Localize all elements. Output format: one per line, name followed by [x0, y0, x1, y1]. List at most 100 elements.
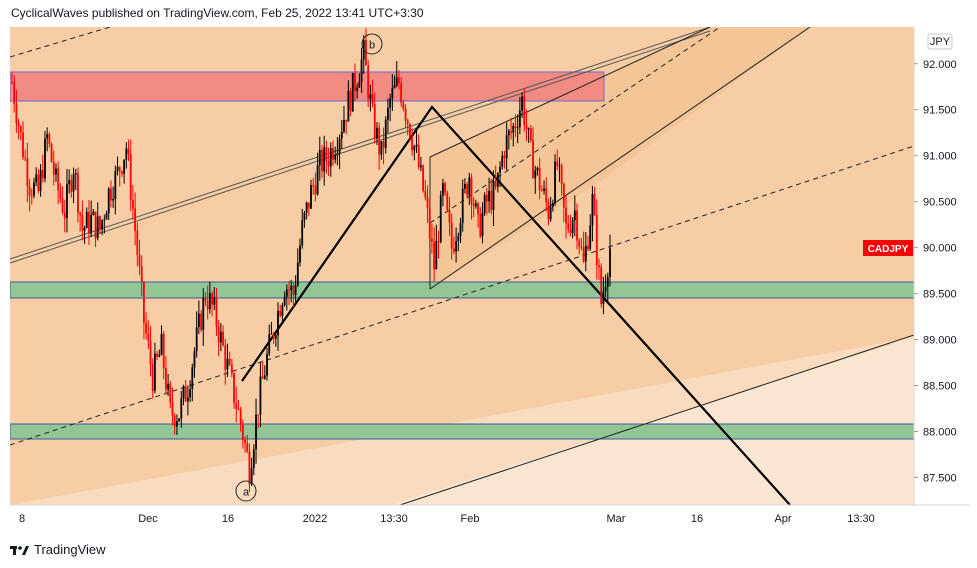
- candle-body: [510, 131, 512, 133]
- candle-body: [584, 245, 587, 262]
- candle-body: [66, 184, 68, 219]
- candle-body: [435, 240, 438, 270]
- candle-body: [602, 291, 605, 305]
- candle-body: [490, 190, 493, 210]
- candle-body: [481, 212, 484, 237]
- candle-body: [305, 202, 308, 213]
- candle-body: [283, 296, 286, 306]
- candle-body: [507, 131, 510, 136]
- candle-body: [107, 188, 110, 214]
- candle-body: [578, 240, 581, 247]
- candle-body: [466, 183, 468, 196]
- candle-body: [257, 414, 260, 416]
- candle-body: [134, 208, 137, 231]
- candle-body: [479, 214, 482, 237]
- candle-body: [154, 353, 156, 391]
- candle-body: [521, 96, 523, 111]
- candle-body: [110, 188, 112, 201]
- candle-body: [334, 155, 337, 160]
- tradingview-brand: TradingView: [34, 542, 106, 557]
- y-tick-label: 88.500: [923, 381, 957, 393]
- candle-body: [193, 351, 196, 368]
- candle-body: [323, 147, 326, 172]
- candle-body: [468, 177, 471, 196]
- publish-header: CyclicalWaves published on TradingView.c…: [11, 6, 424, 20]
- candle-body: [143, 282, 145, 324]
- candle-body: [17, 123, 20, 127]
- candle-body: [197, 313, 200, 328]
- channel-bottom: [429, 27, 811, 290]
- candle-body: [378, 127, 381, 155]
- candle-body: [182, 386, 185, 399]
- candle-body: [591, 194, 594, 226]
- candle-body: [171, 402, 174, 416]
- tradingview-logo-icon: [10, 545, 29, 555]
- candle-body: [518, 110, 521, 128]
- candle-body: [589, 225, 592, 250]
- candle-body: [593, 194, 596, 215]
- candle-body: [15, 104, 18, 124]
- candle-body: [496, 172, 499, 187]
- candle-body: [200, 313, 202, 330]
- candle-body: [415, 144, 418, 147]
- candle-body: [358, 81, 361, 88]
- candle-body: [470, 177, 473, 204]
- candle-body: [318, 149, 321, 166]
- candle-body: [294, 285, 297, 295]
- candle-body: [474, 203, 477, 207]
- candle-body: [573, 210, 576, 221]
- candle-body: [290, 285, 293, 291]
- candle-body: [77, 173, 79, 213]
- candle-body: [556, 161, 559, 166]
- candle-body: [444, 183, 447, 193]
- y-tick-label: 88.000: [923, 426, 957, 438]
- candle-body: [604, 286, 607, 292]
- candle-body: [494, 180, 497, 187]
- candle-body: [393, 85, 396, 88]
- currency-label: JPY: [930, 36, 951, 48]
- candle-body: [321, 149, 323, 172]
- candle-body: [222, 331, 224, 346]
- candle-body: [565, 207, 567, 224]
- candle-body: [453, 248, 455, 252]
- chart-area[interactable]: b a 92.000 91.500 91.000 90.500 90.000 89.500…: [10, 27, 970, 533]
- candle-body: [281, 305, 284, 316]
- candle-body: [292, 285, 295, 295]
- candle-body: [485, 195, 488, 202]
- wave-structure-line: [241, 105, 791, 505]
- candle-body: [314, 185, 317, 195]
- price-chart[interactable]: b a 92.000 91.500 91.000 90.500 90.000 89.500…: [10, 27, 970, 533]
- candle-body: [125, 148, 128, 160]
- candle-body: [101, 220, 104, 230]
- candle-body: [338, 138, 341, 154]
- wave-label-a: a: [235, 480, 257, 502]
- candle-body: [208, 293, 211, 310]
- candle-body: [59, 190, 62, 199]
- candle-body: [587, 245, 589, 250]
- candle-body: [224, 345, 227, 370]
- candle-body: [114, 170, 117, 200]
- candle-body: [365, 40, 367, 66]
- support-zone-upper: [10, 281, 914, 299]
- candle-body: [70, 179, 73, 192]
- candle-body: [523, 96, 526, 125]
- candle-body: [189, 389, 191, 398]
- resistance-zone: [10, 71, 605, 102]
- candle-body: [248, 451, 251, 485]
- candle-body: [384, 119, 387, 148]
- candle-body: [90, 214, 93, 234]
- candle-body: [270, 333, 273, 335]
- candle-body: [437, 240, 440, 243]
- candle-body: [395, 77, 398, 86]
- candle-body: [55, 168, 57, 175]
- candle-body: [422, 165, 425, 191]
- candle-body: [255, 414, 257, 450]
- candle-body: [169, 383, 172, 403]
- candle-body: [389, 98, 392, 108]
- candle-body: [63, 212, 66, 219]
- candle-body: [501, 155, 504, 167]
- tradingview-logo[interactable]: TradingView: [10, 542, 106, 557]
- candle-body: [580, 246, 583, 248]
- candle-body: [268, 334, 271, 354]
- candle-body: [132, 200, 134, 209]
